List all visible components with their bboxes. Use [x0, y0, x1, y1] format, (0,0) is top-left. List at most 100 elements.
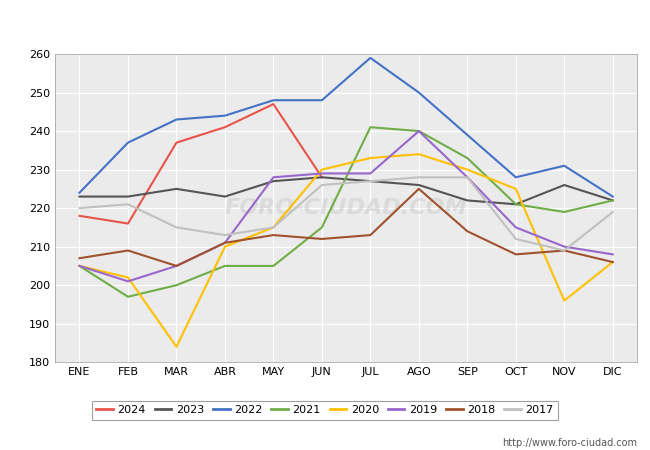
2020 — [463, 167, 471, 172]
Line: 2019: 2019 — [79, 131, 613, 281]
2021 — [560, 209, 568, 215]
2019 — [318, 171, 326, 176]
2021 — [124, 294, 132, 299]
Line: 2017: 2017 — [79, 177, 613, 251]
2023 — [609, 198, 617, 203]
2019 — [415, 128, 422, 134]
2017 — [560, 248, 568, 253]
2018 — [75, 256, 83, 261]
2019 — [221, 240, 229, 246]
Line: 2021: 2021 — [79, 127, 613, 297]
2020 — [270, 225, 278, 230]
Line: 2022: 2022 — [79, 58, 613, 197]
2017 — [75, 205, 83, 211]
2017 — [172, 225, 180, 230]
Line: 2024: 2024 — [79, 104, 322, 224]
2020 — [609, 259, 617, 265]
2017 — [367, 179, 374, 184]
2024 — [270, 101, 278, 107]
2024 — [172, 140, 180, 145]
2017 — [318, 182, 326, 188]
2023 — [415, 182, 422, 188]
2021 — [415, 128, 422, 134]
2023 — [318, 175, 326, 180]
2021 — [609, 198, 617, 203]
2022 — [560, 163, 568, 168]
2018 — [512, 252, 520, 257]
2018 — [609, 259, 617, 265]
2024 — [75, 213, 83, 219]
2020 — [221, 244, 229, 249]
Line: 2023: 2023 — [79, 177, 613, 204]
2018 — [463, 229, 471, 234]
2018 — [415, 186, 422, 192]
2017 — [221, 232, 229, 238]
2022 — [124, 140, 132, 145]
2020 — [367, 155, 374, 161]
2021 — [512, 202, 520, 207]
2018 — [221, 240, 229, 246]
2017 — [609, 209, 617, 215]
2017 — [124, 202, 132, 207]
2019 — [124, 279, 132, 284]
2022 — [318, 98, 326, 103]
2021 — [270, 263, 278, 269]
2023 — [270, 179, 278, 184]
2024 — [124, 221, 132, 226]
2019 — [512, 225, 520, 230]
2020 — [560, 298, 568, 303]
2021 — [221, 263, 229, 269]
2021 — [367, 125, 374, 130]
2019 — [270, 175, 278, 180]
2022 — [367, 55, 374, 61]
2020 — [75, 263, 83, 269]
2023 — [560, 182, 568, 188]
2023 — [221, 194, 229, 199]
2018 — [560, 248, 568, 253]
2022 — [172, 117, 180, 122]
2020 — [512, 186, 520, 192]
2022 — [463, 132, 471, 138]
2019 — [463, 175, 471, 180]
2021 — [172, 283, 180, 288]
2018 — [318, 236, 326, 242]
2018 — [270, 232, 278, 238]
2020 — [172, 344, 180, 350]
2022 — [415, 90, 422, 95]
2023 — [124, 194, 132, 199]
2024 — [318, 175, 326, 180]
2021 — [318, 225, 326, 230]
2020 — [318, 167, 326, 172]
2022 — [512, 175, 520, 180]
2017 — [463, 175, 471, 180]
2020 — [124, 275, 132, 280]
2018 — [172, 263, 180, 269]
2018 — [124, 248, 132, 253]
2022 — [609, 194, 617, 199]
Line: 2020: 2020 — [79, 154, 613, 347]
2018 — [367, 232, 374, 238]
2020 — [415, 152, 422, 157]
2021 — [463, 155, 471, 161]
2023 — [463, 198, 471, 203]
Text: FORO-CIUDAD.COM: FORO-CIUDAD.COM — [225, 198, 467, 218]
2019 — [75, 263, 83, 269]
Text: http://www.foro-ciudad.com: http://www.foro-ciudad.com — [502, 438, 637, 448]
Legend: 2024, 2023, 2022, 2021, 2020, 2019, 2018, 2017: 2024, 2023, 2022, 2021, 2020, 2019, 2018… — [92, 401, 558, 420]
2019 — [560, 244, 568, 249]
2022 — [221, 113, 229, 118]
2019 — [609, 252, 617, 257]
2017 — [270, 225, 278, 230]
2021 — [75, 263, 83, 269]
2023 — [75, 194, 83, 199]
2023 — [172, 186, 180, 192]
2024 — [221, 125, 229, 130]
2023 — [512, 202, 520, 207]
Line: 2018: 2018 — [79, 189, 613, 266]
2019 — [172, 263, 180, 269]
2019 — [367, 171, 374, 176]
Text: Afiliados en Dólar a 31/5/2024: Afiliados en Dólar a 31/5/2024 — [188, 16, 462, 34]
2017 — [415, 175, 422, 180]
2017 — [512, 236, 520, 242]
2023 — [367, 179, 374, 184]
